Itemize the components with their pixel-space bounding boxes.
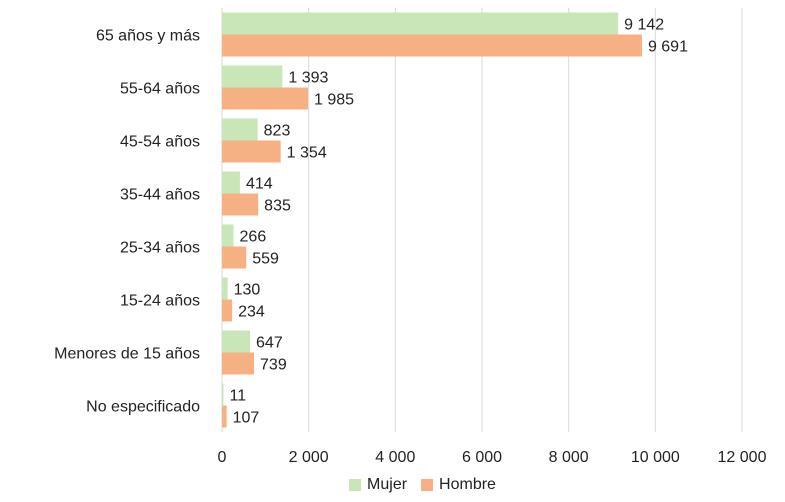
data-label: 1 985 <box>314 92 354 109</box>
category-label: 25-34 años <box>120 240 200 257</box>
category-label: 15-24 años <box>120 293 200 310</box>
bar-hombre <box>222 352 255 375</box>
bar-hombre <box>222 193 259 216</box>
x-tick-label: 0 <box>218 449 227 466</box>
bar-mujer <box>222 171 240 194</box>
bar-mujer <box>222 12 619 35</box>
data-label: 11 <box>230 388 247 405</box>
bar-mujer <box>222 118 258 141</box>
category-label: 35-44 años <box>120 187 200 204</box>
bar-hombre <box>222 299 233 322</box>
data-label: 1 354 <box>287 145 327 162</box>
category-label: Menores de 15 años <box>54 346 200 363</box>
x-tick-label: 8 000 <box>549 449 589 466</box>
legend-label-mujer: Mujer <box>367 476 408 493</box>
bar-hombre <box>222 246 247 269</box>
data-label: 835 <box>264 198 291 215</box>
data-label: 739 <box>260 357 287 374</box>
legend-swatch-mujer <box>349 479 362 491</box>
bar-mujer <box>222 65 283 88</box>
data-label: 9 691 <box>648 39 688 56</box>
data-label: 130 <box>234 282 261 299</box>
legend-label-hombre: Hombre <box>439 476 496 493</box>
legend-swatch-hombre <box>421 479 434 491</box>
legend: Mujer Hombre <box>0 476 785 494</box>
x-tick-label: 12 000 <box>718 449 767 466</box>
x-tick-label: 4 000 <box>375 449 415 466</box>
bar-mujer <box>222 383 224 406</box>
bar-mujer <box>222 277 228 300</box>
bar-hombre <box>222 140 281 163</box>
data-label: 559 <box>252 251 279 268</box>
data-label: 9 142 <box>624 17 664 34</box>
category-label: 55-64 años <box>120 81 200 98</box>
legend-item-hombre: Hombre <box>421 476 496 494</box>
x-tick-label: 6 000 <box>462 449 502 466</box>
data-label: 266 <box>240 229 267 246</box>
data-label: 107 <box>233 410 260 427</box>
data-label: 1 393 <box>288 70 328 87</box>
category-label: 65 años y más <box>96 28 200 45</box>
data-label: 823 <box>264 123 291 140</box>
bar-hombre <box>222 405 227 428</box>
bar-chart: 0 2 000 4 000 6 000 8 000 10 000 12 000 65 años… <box>54 8 767 466</box>
data-label: 234 <box>238 304 265 321</box>
bar-mujer <box>222 330 251 353</box>
bar-mujer <box>222 224 234 247</box>
data-label: 414 <box>246 176 273 193</box>
legend-item-mujer: Mujer <box>349 476 407 494</box>
bar-hombre <box>222 87 309 110</box>
category-label: 45-54 años <box>120 134 200 151</box>
category-label: No especificado <box>86 399 200 416</box>
data-label: 647 <box>256 335 283 352</box>
x-tick-label: 10 000 <box>631 449 680 466</box>
bar-hombre <box>222 34 642 57</box>
x-tick-label: 2 000 <box>289 449 329 466</box>
